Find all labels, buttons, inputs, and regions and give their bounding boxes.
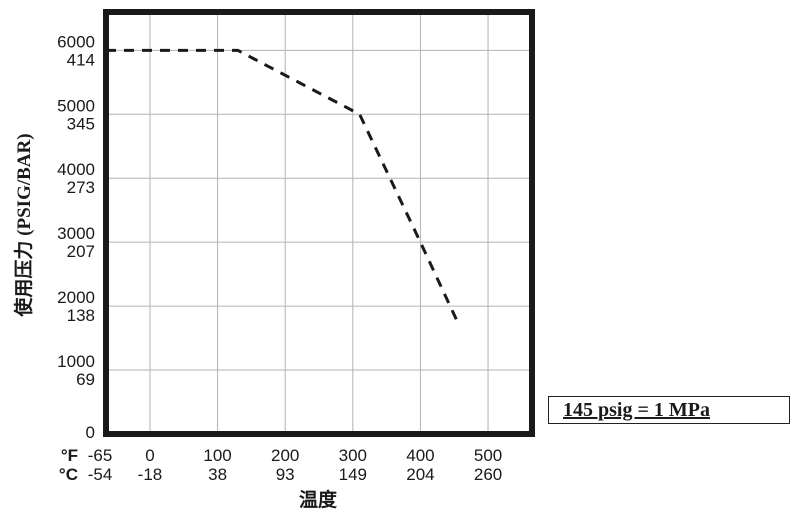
conversion-note-box: 145 psig = 1 MPa <box>548 396 790 424</box>
x-tick-label-f: -65 <box>88 446 113 465</box>
y-tick-label-bar: 273 <box>67 178 95 197</box>
x-tick-label-c: 260 <box>474 465 502 484</box>
x-tick-label-f: 0 <box>145 446 154 465</box>
x-tick-label-c: -54 <box>88 465 113 484</box>
grid-lines <box>106 12 532 434</box>
x-tick-label-f: 100 <box>203 446 231 465</box>
y-tick-label-psig: 6000 <box>57 32 95 51</box>
x-tick-label-c: -18 <box>138 465 163 484</box>
x-tick-label-f: 500 <box>474 446 502 465</box>
plot-frame <box>103 9 535 437</box>
y-tick-label-bar: 207 <box>67 242 95 261</box>
x-tick-label-f: 200 <box>271 446 299 465</box>
x-axis-title: 温度 <box>299 488 338 511</box>
x-tick-label-c: 204 <box>406 465 434 484</box>
x-unit-celsius: °C <box>59 465 78 484</box>
y-tick-label-bar: 345 <box>67 114 95 133</box>
x-tick-label-c: 149 <box>339 465 367 484</box>
conversion-note-text: 145 psig = 1 MPa <box>563 398 710 421</box>
x-unit-fahrenheit: °F <box>61 446 78 465</box>
y-tick-label-psig: 2000 <box>57 288 95 307</box>
y-tick-label-bar: 414 <box>67 50 95 69</box>
x-tick-label-f: 400 <box>406 446 434 465</box>
y-tick-label-psig: 1000 <box>57 352 95 371</box>
y-tick-label-psig: 5000 <box>57 96 95 115</box>
y-tick-label-psig: 3000 <box>57 224 95 243</box>
y-tick-label-psig: 4000 <box>57 160 95 179</box>
series-line-pressure-rating <box>106 48 459 323</box>
y-tick-label-bar: 69 <box>76 370 95 389</box>
y-tick-label-bar: 138 <box>67 306 95 325</box>
y-tick-label-psig: 0 <box>86 423 95 442</box>
x-tick-label-f: 300 <box>339 446 367 465</box>
x-tick-label-c: 93 <box>276 465 295 484</box>
x-tick-label-c: 38 <box>208 465 227 484</box>
y-axis-title: 使用压力 (PSIG/BAR) <box>12 133 35 317</box>
